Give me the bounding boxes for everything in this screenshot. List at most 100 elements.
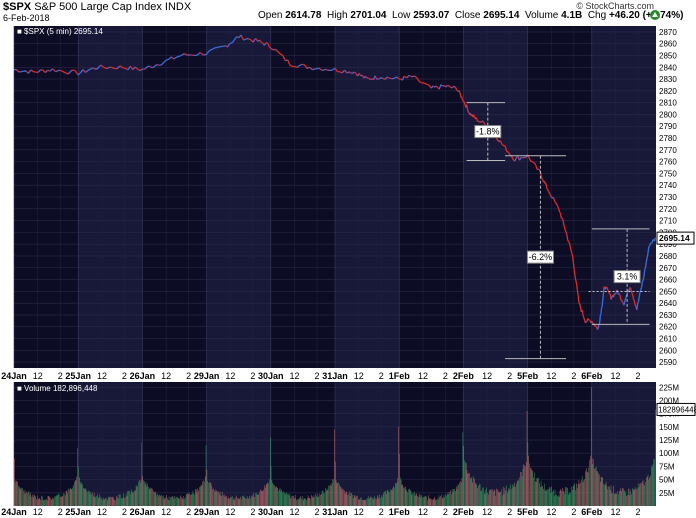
- price-line-segment: [82, 69, 86, 73]
- volume-bar: [321, 494, 322, 506]
- price-line-segment: [541, 178, 544, 181]
- volume-bar: [623, 490, 625, 506]
- price-line-segment: [543, 180, 546, 184]
- price-line-segment: [353, 71, 357, 74]
- price-line-segment: [563, 223, 566, 228]
- volume-bar: [167, 498, 168, 506]
- volume-bar: [621, 491, 622, 506]
- price-line-segment: [236, 36, 240, 39]
- price-line-segment: [632, 298, 635, 302]
- price-line-segment: [465, 104, 469, 109]
- volume-bar: [644, 485, 645, 506]
- volume-bar: [330, 484, 331, 506]
- volume-bar: [617, 491, 618, 506]
- volume-bar: [640, 483, 641, 506]
- price-line-segment: [49, 68, 53, 72]
- price-line-segment: [77, 72, 82, 76]
- volume-bar: [134, 490, 135, 506]
- price-line-segment: [499, 140, 503, 145]
- volume-bar: [649, 477, 650, 506]
- volume-bar: [47, 495, 49, 506]
- volume-bar: [409, 488, 410, 506]
- volume-bar: [21, 487, 22, 506]
- volume-bar: [238, 498, 240, 506]
- volume-bar: [68, 488, 69, 506]
- volume-bar: [372, 497, 373, 506]
- volume-bar: [33, 494, 35, 506]
- volume-bar: [572, 485, 574, 506]
- volume-bar: [576, 488, 578, 506]
- price-line-segment: [454, 86, 458, 91]
- volume-bar: [648, 479, 650, 506]
- price-line-segment: [61, 70, 66, 74]
- volume-bar: [312, 497, 314, 506]
- volume-bar: [572, 489, 573, 506]
- volume-bar: [452, 492, 454, 506]
- volume-bar: [585, 471, 586, 506]
- volume-bar: [302, 500, 304, 506]
- volume-bar: [530, 467, 531, 506]
- volume-bar: [85, 488, 87, 506]
- volume-bar: [438, 495, 440, 506]
- volume-bar: [94, 496, 96, 506]
- volume-bar: [567, 487, 568, 506]
- volume-bar: [97, 498, 99, 506]
- price-line-segment: [325, 68, 329, 71]
- volume-bar: [434, 496, 436, 506]
- volume-bar: [83, 487, 84, 506]
- price-line-segment: [482, 120, 485, 124]
- volume-bar: [162, 496, 163, 506]
- volume-bar: [622, 488, 623, 506]
- volume-bar: [64, 493, 65, 506]
- volume-bar: [151, 488, 152, 506]
- volume-bar: [168, 496, 170, 506]
- price-line-segment: [639, 289, 642, 293]
- volume-bar: [279, 488, 281, 506]
- volume-bar: [89, 493, 91, 506]
- price-line-segment: [575, 279, 578, 284]
- price-line-segment: [641, 279, 644, 283]
- price-tick-label: 2640: [659, 299, 677, 308]
- price-line-segment: [554, 201, 558, 205]
- volume-bar: [251, 495, 253, 506]
- volume-bar: [101, 498, 102, 506]
- volume-bar: [218, 491, 219, 506]
- volume-bar: [175, 497, 176, 506]
- volume-bar: [65, 491, 67, 506]
- volume-bar: [114, 499, 115, 506]
- time-tick-label: 12: [225, 507, 235, 517]
- volume-bar: [182, 499, 184, 506]
- price-line-segment: [33, 70, 36, 73]
- volume-bar: [14, 458, 15, 506]
- volume-bar: [181, 497, 183, 506]
- volume-bar: [547, 489, 548, 506]
- volume-bar: [51, 499, 52, 506]
- volume-bar: [488, 490, 490, 506]
- price-line-segment: [458, 90, 461, 94]
- volume-bar: [298, 498, 300, 506]
- volume-bar: [428, 495, 429, 506]
- price-tick-label: 2800: [659, 110, 677, 119]
- volume-bar: [37, 495, 38, 506]
- volume-bar: [206, 469, 208, 506]
- volume-bar: [646, 476, 648, 506]
- price-line-segment: [522, 156, 525, 159]
- volume-bar: [456, 489, 458, 506]
- price-line-segment: [175, 55, 179, 59]
- price-line-segment: [581, 310, 584, 316]
- volume-bar: [180, 495, 181, 506]
- volume-tick-label: 200M: [659, 396, 679, 405]
- volume-bar: [376, 495, 378, 506]
- volume-bar: [17, 481, 18, 506]
- volume-bar: [50, 498, 51, 506]
- session-band: [270, 382, 335, 506]
- time-tick-label: 2Feb: [453, 371, 475, 381]
- price-line-segment: [416, 77, 420, 82]
- volume-bar: [590, 455, 591, 506]
- volume-bar: [641, 482, 642, 506]
- volume-bar: [558, 496, 560, 506]
- volume-bar: [386, 490, 388, 506]
- volume-bar: [177, 497, 179, 506]
- volume-bar: [646, 477, 647, 506]
- volume-bar: [566, 487, 567, 506]
